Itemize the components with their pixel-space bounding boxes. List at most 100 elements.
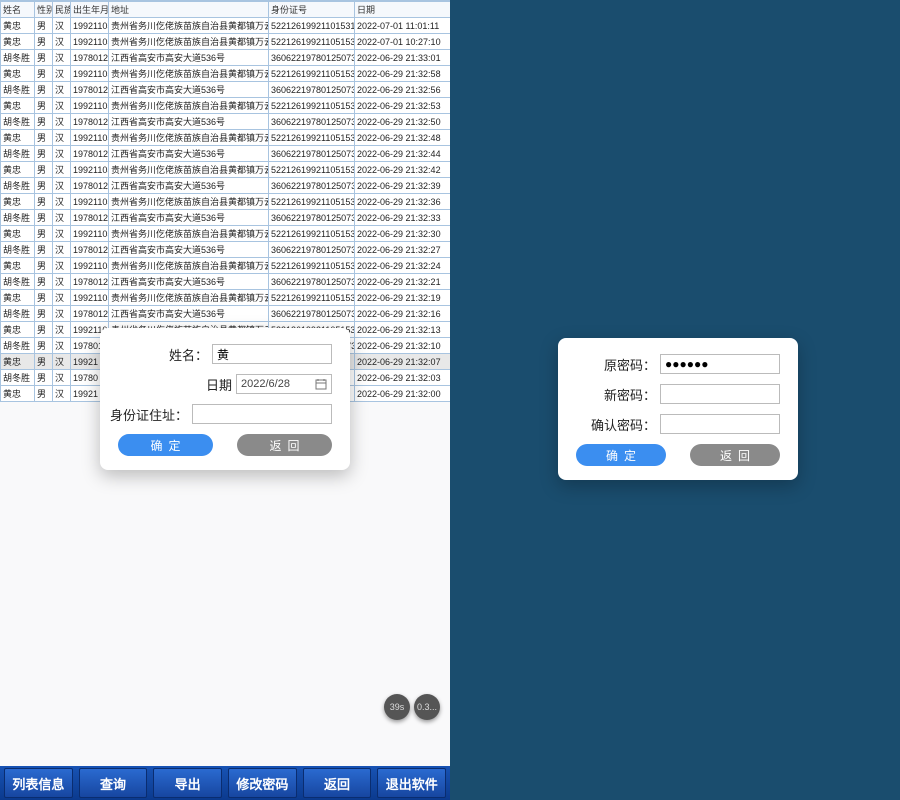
table-row[interactable]: 黄忠男汉19921105贵州省务川仡佬族苗族自治县黄都镇万云村中心组522126… (1, 66, 451, 82)
table-cell: 江西省高安市高安大道536号 (109, 210, 269, 226)
table-cell: 52212619921105153 (269, 162, 355, 178)
table-cell: 贵州省务川仡佬族苗族自治县黄都镇万云村中心组 (109, 34, 269, 50)
bottom-button-5[interactable]: 退出软件 (377, 768, 446, 798)
table-cell: 汉 (53, 162, 71, 178)
table-cell: 胡冬胜 (1, 338, 35, 354)
badge-left[interactable]: 39s (384, 694, 410, 720)
table-cell: 江西省高安市高安大道536号 (109, 114, 269, 130)
label-addr: 身份证住址： (110, 405, 188, 424)
table-row[interactable]: 黄忠男汉19921105贵州省务川仡佬族苗族自治县黄都镇万云村中心组522126… (1, 130, 451, 146)
table-cell: 汉 (53, 18, 71, 34)
table-row[interactable]: 黄忠男汉19921105贵州省务川仡佬族苗族自治县黄都镇万云村中心组522126… (1, 290, 451, 306)
table-row[interactable]: 胡冬胜男汉19780125江西省高安市高安大道536号3606221978012… (1, 82, 451, 98)
bottom-button-2[interactable]: 导出 (153, 768, 222, 798)
table-cell: 2022-06-29 21:32:58 (355, 66, 451, 82)
table-cell: 2022-06-29 21:32:07 (355, 354, 451, 370)
table-cell: 汉 (53, 306, 71, 322)
table-row[interactable]: 胡冬胜男汉19780125江西省高安市高安大道536号3606221978012… (1, 210, 451, 226)
table-cell: 汉 (53, 66, 71, 82)
table-cell: 2022-06-29 21:32:36 (355, 194, 451, 210)
table-cell: 52212619921105153 (269, 98, 355, 114)
table-row[interactable]: 黄忠男汉19921105贵州省务川仡佬族苗族自治县黄都镇万云村中心组522126… (1, 162, 451, 178)
table-cell: 汉 (53, 338, 71, 354)
label-name: 姓名： (169, 345, 208, 364)
input-name[interactable] (212, 344, 332, 364)
label-date: 日期 (206, 375, 232, 394)
input-addr[interactable] (192, 404, 332, 424)
bottom-button-1[interactable]: 查询 (79, 768, 148, 798)
table-cell: 男 (35, 82, 53, 98)
table-row[interactable]: 黄忠男汉19921105贵州省务川仡佬族苗族自治县黄都镇万云村中心组522126… (1, 98, 451, 114)
table-cell: 汉 (53, 226, 71, 242)
table-cell: 2022-06-29 21:32:21 (355, 274, 451, 290)
label-new-pwd: 新密码： (604, 385, 656, 404)
bottom-button-4[interactable]: 返回 (303, 768, 372, 798)
input-old-pwd[interactable] (660, 354, 780, 374)
table-cell: 男 (35, 354, 53, 370)
table-cell: 男 (35, 290, 53, 306)
table-cell: 19780125 (71, 242, 109, 258)
table-row[interactable]: 胡冬胜男汉19780125江西省高安市高安大道536号3606221978012… (1, 274, 451, 290)
table-cell: 2022-07-01 11:01:11 (355, 18, 451, 34)
table-cell: 2022-06-29 21:32:00 (355, 386, 451, 402)
table-row[interactable]: 黄忠男汉19921105贵州省务川仡佬族苗族自治县黄都镇万云村中心组522126… (1, 258, 451, 274)
input-new-pwd[interactable] (660, 384, 780, 404)
search-cancel-button[interactable]: 返回 (237, 434, 332, 456)
table-cell: 19780125 (71, 50, 109, 66)
table-cell: 胡冬胜 (1, 274, 35, 290)
table-cell: 胡冬胜 (1, 242, 35, 258)
table-cell: 汉 (53, 354, 71, 370)
pwd-ok-button[interactable]: 确定 (576, 444, 666, 466)
table-cell: 男 (35, 178, 53, 194)
table-cell: 19780125 (71, 82, 109, 98)
table-cell: 19921105 (71, 98, 109, 114)
label-confirm-pwd: 确认密码： (591, 415, 656, 434)
pwd-cancel-button[interactable]: 返回 (690, 444, 780, 466)
table-cell: 汉 (53, 274, 71, 290)
table-row[interactable]: 黄忠男汉19921105贵州省务川仡佬族苗族自治县黄都镇万云村中心组522126… (1, 34, 451, 50)
bottom-button-0[interactable]: 列表信息 (4, 768, 73, 798)
badge-right[interactable]: 0.3... (414, 694, 440, 720)
table-row[interactable]: 黄忠男汉19921105贵州省务川仡佬族苗族自治县黄都镇万云村中心组522126… (1, 194, 451, 210)
table-cell: 36062219780125073 (269, 274, 355, 290)
table-cell: 2022-06-29 21:32:30 (355, 226, 451, 242)
table-cell: 2022-06-29 21:32:33 (355, 210, 451, 226)
table-cell: 男 (35, 338, 53, 354)
float-badges: 39s 0.3... (384, 694, 440, 720)
table-row[interactable]: 胡冬胜男汉19780125江西省高安市高安大道536号3606221978012… (1, 50, 451, 66)
table-row[interactable]: 黄忠男汉19921105贵州省务川仡佬族苗族自治县黄都镇万云村中心组522126… (1, 18, 451, 34)
table-cell: 汉 (53, 386, 71, 402)
table-cell: 贵州省务川仡佬族苗族自治县黄都镇万云村中心组 (109, 290, 269, 306)
table-cell: 2022-06-29 21:32:50 (355, 114, 451, 130)
table-row[interactable]: 胡冬胜男汉19780125江西省高安市高安大道536号3606221978012… (1, 306, 451, 322)
table-cell: 19780125 (71, 146, 109, 162)
table-row[interactable]: 胡冬胜男汉19780125江西省高安市高安大道536号3606221978012… (1, 178, 451, 194)
search-ok-button[interactable]: 确定 (118, 434, 213, 456)
table-row[interactable]: 胡冬胜男汉19780125江西省高安市高安大道536号3606221978012… (1, 242, 451, 258)
table-cell: 汉 (53, 242, 71, 258)
table-cell: 汉 (53, 210, 71, 226)
bottom-button-3[interactable]: 修改密码 (228, 768, 297, 798)
table-cell: 江西省高安市高安大道536号 (109, 242, 269, 258)
table-cell: 黄忠 (1, 34, 35, 50)
th-addr: 地址 (109, 2, 269, 18)
table-cell: 贵州省务川仡佬族苗族自治县黄都镇万云村中心组 (109, 98, 269, 114)
table-row[interactable]: 胡冬胜男汉19780125江西省高安市高安大道536号3606221978012… (1, 114, 451, 130)
table-cell: 贵州省务川仡佬族苗族自治县黄都镇万云村中心组 (109, 258, 269, 274)
table-cell: 黄忠 (1, 18, 35, 34)
table-cell: 2022-06-29 21:32:24 (355, 258, 451, 274)
table-cell: 19921105 (71, 66, 109, 82)
table-cell: 2022-06-29 21:32:19 (355, 290, 451, 306)
table-cell: 男 (35, 18, 53, 34)
table-cell: 胡冬胜 (1, 146, 35, 162)
table-cell: 男 (35, 322, 53, 338)
table-row[interactable]: 胡冬胜男汉19780125江西省高安市高安大道536号3606221978012… (1, 146, 451, 162)
table-cell: 男 (35, 130, 53, 146)
date-picker[interactable]: 2022/6/28 (236, 374, 332, 394)
table-cell: 胡冬胜 (1, 178, 35, 194)
table-cell: 19921105 (71, 290, 109, 306)
table-cell: 男 (35, 370, 53, 386)
input-confirm-pwd[interactable] (660, 414, 780, 434)
table-cell: 36062219780125073 (269, 178, 355, 194)
table-row[interactable]: 黄忠男汉19921105贵州省务川仡佬族苗族自治县黄都镇万云村中心组522126… (1, 226, 451, 242)
